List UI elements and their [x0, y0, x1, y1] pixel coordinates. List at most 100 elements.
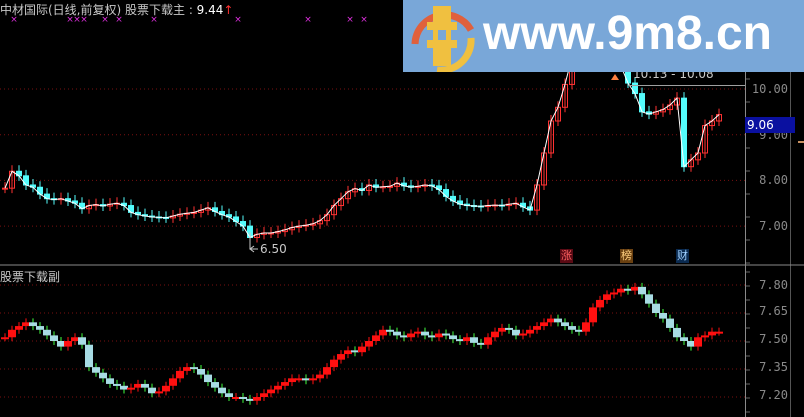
candle — [681, 97, 687, 168]
y-tick-sub-4: 7.20 — [759, 388, 788, 402]
sub-candle — [708, 331, 716, 336]
sub-candle — [155, 391, 163, 394]
sub-candle — [148, 387, 156, 394]
marker-zhang[interactable]: 涨 — [560, 249, 573, 263]
sub-candle — [477, 342, 485, 345]
sub-candle — [351, 350, 359, 353]
marker-cai[interactable]: 财 — [676, 249, 689, 263]
sub-candle — [64, 341, 72, 347]
sub-candle — [694, 337, 702, 347]
watermark-logo — [411, 6, 475, 72]
sub-candle — [169, 378, 177, 386]
sub-candle — [358, 346, 366, 353]
signal-x-icon: × — [80, 15, 88, 25]
sub-candle — [407, 333, 415, 338]
sub-candle — [85, 344, 93, 368]
sub-candle — [456, 339, 464, 342]
y-tick-main-2: 8.00 — [759, 173, 788, 187]
sub-candle — [183, 367, 191, 371]
signal-x-icon: × — [150, 15, 158, 25]
sub-candle — [568, 326, 576, 330]
sub-candles — [1, 282, 723, 405]
sub-candle — [638, 286, 646, 295]
sub-candle — [316, 374, 324, 379]
sub-candle — [36, 326, 44, 330]
y-tick-main-0: 10.00 — [751, 82, 788, 96]
sub-candle — [162, 385, 170, 392]
sub-candle — [603, 294, 611, 300]
sub-candle — [29, 322, 37, 327]
sub-candle — [540, 322, 548, 327]
signal-x-icon: × — [10, 15, 18, 25]
sub-candle — [498, 327, 506, 332]
signal-x-icon: × — [234, 15, 242, 25]
sub-candle — [393, 331, 401, 336]
sub-candle — [463, 337, 471, 341]
current-price-label: 9.06 — [745, 117, 795, 133]
sub-candle — [78, 337, 86, 345]
sub-candle — [414, 331, 422, 334]
sub-candle — [295, 378, 303, 381]
sub-candle — [176, 370, 184, 379]
sub-candle — [512, 329, 520, 336]
chart-title: 中材国际(日线,前复权) 股票下载主 : 9.44↑ — [0, 1, 233, 18]
sub-candle — [400, 335, 408, 338]
sub-candle — [274, 385, 282, 390]
sub-candle — [449, 335, 457, 340]
sub-candle — [428, 335, 436, 338]
sub-candle — [589, 307, 597, 323]
signal-x-icon: × — [346, 15, 354, 25]
signal-x-icon: × — [66, 15, 74, 25]
sub-candle — [526, 329, 534, 334]
triangle-up-icon — [611, 74, 619, 80]
sub-candle — [43, 329, 51, 336]
sub-candle — [624, 288, 632, 291]
sub-candle — [596, 299, 604, 308]
sub-candle — [323, 367, 331, 375]
sub-candle — [337, 354, 345, 360]
marker-bang[interactable]: 榜 — [620, 249, 633, 263]
last-price: 9.44 — [196, 3, 224, 17]
sub-candle — [645, 294, 653, 304]
sub-candle — [92, 367, 100, 373]
sub-candle — [127, 387, 135, 390]
sub-candle — [617, 288, 625, 293]
candle — [2, 187, 8, 190]
sub-candle — [120, 385, 128, 390]
sub-pane-title: 股票下载副 — [0, 270, 61, 284]
sub-candle — [575, 329, 583, 332]
sub-candle — [141, 383, 149, 388]
sub-candle — [491, 331, 499, 338]
title-separator: : — [185, 3, 197, 17]
sub-candle — [288, 378, 296, 383]
sub-candle — [372, 335, 380, 341]
signal-markers: × × × × × × × × × × × — [10, 15, 368, 25]
arrow-left-icon — [249, 245, 255, 253]
sub-candle — [225, 393, 233, 397]
sub-candle — [330, 359, 338, 368]
sub-candle — [505, 327, 513, 330]
sub-candle — [309, 378, 317, 381]
sub-candle — [582, 322, 590, 332]
sub-candle — [211, 382, 219, 388]
side-panel-marker — [798, 141, 804, 143]
sub-candle — [281, 382, 289, 386]
sub-candle — [365, 341, 373, 347]
sub-candle — [106, 378, 114, 384]
sub-candle — [680, 337, 688, 341]
sub-candle — [701, 335, 709, 338]
sub-candle — [8, 329, 16, 338]
sub-candle — [673, 327, 681, 338]
sub-candle — [533, 326, 541, 330]
sub-candle — [344, 350, 352, 355]
signal-x-icon: × — [360, 15, 368, 25]
candle — [639, 93, 645, 113]
sub-candle — [253, 397, 261, 401]
sub-candle — [386, 329, 394, 332]
sub-candle — [246, 398, 254, 401]
signal-x-icon: × — [73, 15, 81, 25]
sub-candle — [302, 378, 310, 381]
sub-candle — [134, 383, 142, 388]
sub-candle — [715, 331, 723, 334]
